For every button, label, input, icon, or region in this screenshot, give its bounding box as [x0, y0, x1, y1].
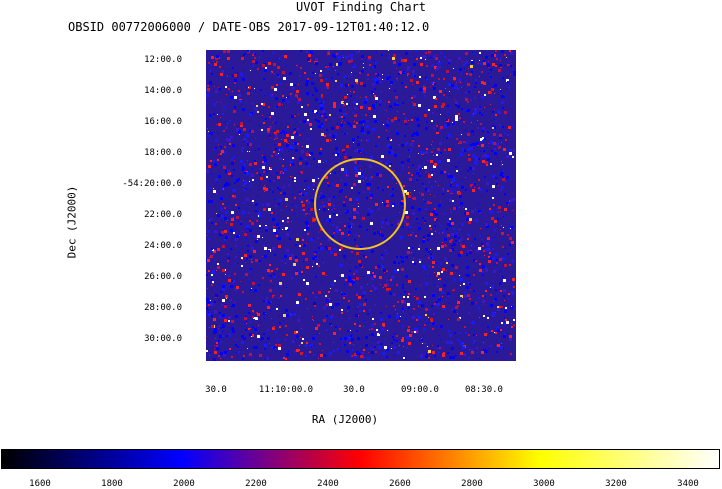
- colorbar-tick-label: 1800: [101, 479, 123, 489]
- x-tick-label: 09:00.0: [401, 385, 439, 395]
- colorbar-tick-label: 3200: [605, 479, 627, 489]
- chart-subtitle: OBSID 00772006000 / DATE-OBS 2017-09-12T…: [68, 20, 430, 34]
- x-tick-label: 08:30.0: [465, 385, 503, 395]
- chart-title: UVOT Finding Chart: [295, 0, 427, 14]
- sky-image: [206, 50, 516, 361]
- colorbar-tick-label: 2200: [245, 479, 267, 489]
- source-region-circle: [314, 158, 406, 250]
- colorbar-tick-label: 2800: [461, 479, 483, 489]
- colorbar-tick-label: 2600: [389, 479, 411, 489]
- x-tick-label: 30.0: [343, 385, 365, 395]
- y-tick-label: 26:00.0: [144, 272, 182, 282]
- y-tick-label: 16:00.0: [144, 117, 182, 127]
- y-tick-label: 12:00.0: [144, 55, 182, 65]
- y-tick-label: 30:00.0: [144, 334, 182, 344]
- colorbar-tick-label: 2400: [317, 479, 339, 489]
- y-tick-label: 14:00.0: [144, 86, 182, 96]
- x-axis-label: RA (J2000): [311, 413, 379, 426]
- y-axis-label: Dec (J2000): [65, 185, 79, 259]
- colorbar: [1, 449, 720, 469]
- colorbar-tick-label: 1600: [29, 479, 51, 489]
- x-tick-label: 11:10:00.0: [258, 385, 314, 395]
- sky-image-noise: [206, 50, 516, 361]
- y-tick-label: 22:00.0: [144, 210, 182, 220]
- y-tick-label: 18:00.0: [144, 148, 182, 158]
- y-tick-label: -54:20:00.0: [122, 179, 182, 189]
- y-tick-label: 24:00.0: [144, 241, 182, 251]
- y-tick-label: 28:00.0: [144, 303, 182, 313]
- colorbar-tick-label: 3000: [533, 479, 555, 489]
- colorbar-tick-label: 2000: [173, 479, 195, 489]
- colorbar-tick-label: 3400: [677, 479, 699, 489]
- x-tick-label: 30.0: [205, 385, 227, 395]
